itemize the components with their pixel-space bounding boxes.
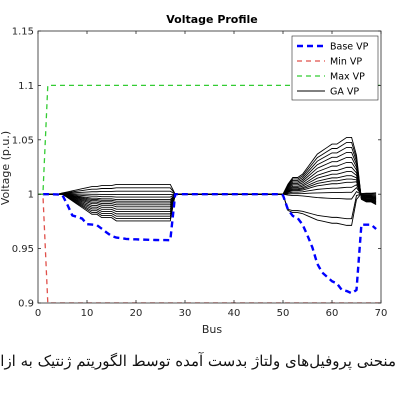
x-tick-label: 50	[277, 308, 290, 319]
ga-vp-profile-line	[42, 136, 377, 222]
legend-label: Max VP	[330, 72, 365, 83]
x-tick-label: 40	[228, 308, 241, 319]
legend-label: Base VP	[330, 42, 369, 53]
figure-caption: منحنی پروفیل‌های ولتاژ بدست آمده توسط ال…	[0, 352, 396, 370]
y-tick-label: 1.15	[12, 27, 34, 38]
legend-label: Min VP	[330, 57, 362, 68]
y-axis-label: Voltage (p.u.)	[0, 131, 12, 205]
axes-box	[37, 30, 382, 304]
x-tick-label: 20	[130, 308, 143, 319]
voltage-profile-figure: 0 10 20 30 40 50 60 70 0.9 0.95 1 1.05 1.1 1.15 Volta…	[0, 13, 388, 336]
x-tick-label: 30	[179, 308, 192, 319]
legend-box	[291, 35, 379, 101]
voltage-profile-chart: 0 10 20 30 40 50 60 70 0.9 0.95 1 1.05 1.1 1.15 Volta…	[0, 13, 388, 336]
x-tick-label: 70	[375, 308, 388, 319]
x-tick-label: 60	[326, 308, 339, 319]
x-tick-label: 10	[81, 308, 94, 319]
y-tick-label: 1.1	[18, 81, 34, 92]
series-base-vp	[42, 193, 377, 295]
y-tick-label: 0.9	[18, 299, 34, 310]
series-ga-vp	[42, 136, 377, 226]
x-tick-label: 0	[35, 308, 41, 319]
y-tick-label: 1	[28, 190, 34, 201]
y-tick-label: 0.95	[12, 244, 34, 255]
y-tick-label: 1.05	[12, 135, 34, 146]
chart-title: Voltage Profile	[166, 13, 258, 26]
legend: Base VP Min VP Max VP GA VP	[291, 35, 379, 101]
x-axis-label: Bus	[202, 323, 223, 336]
legend-label: GA VP	[330, 87, 359, 98]
